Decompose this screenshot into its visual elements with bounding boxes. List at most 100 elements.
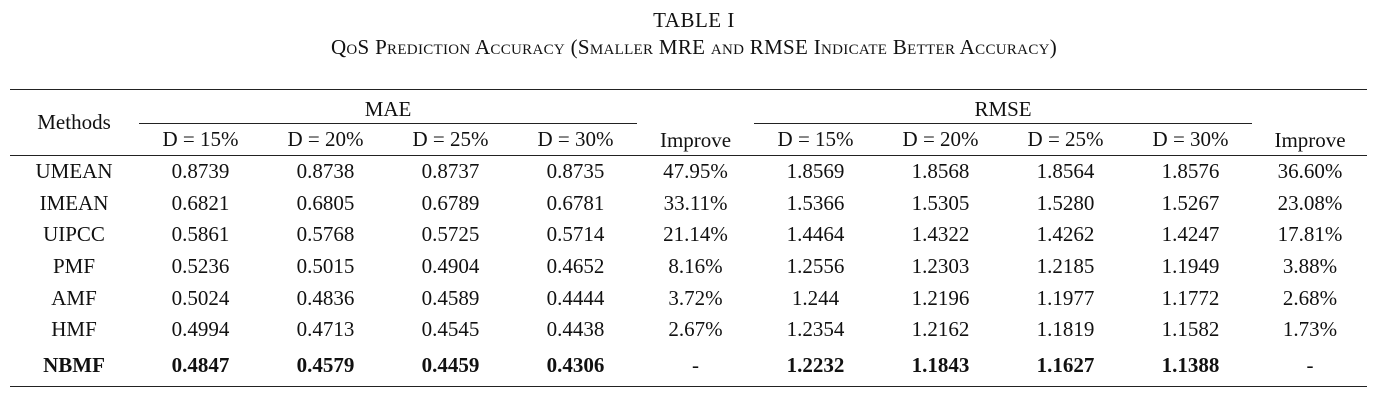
mae-value-cell: 0.8739: [171, 159, 230, 184]
mae-improve-cell: 8.16%: [668, 254, 723, 279]
rmse-value-cell: 1.2185: [1036, 254, 1095, 279]
table-row: IMEAN 0.6821 0.6805 0.6789 0.6781 33.11% 1.536…: [10, 188, 1367, 220]
rmse-value-cell: 1.244: [791, 285, 840, 310]
mae-value-cell: 0.5024: [171, 285, 230, 310]
rmse-value-cell: 1.1843: [911, 353, 970, 378]
rmse-improve-cell: 2.68%: [1282, 285, 1338, 310]
mae-value-cell: 0.8735: [546, 159, 605, 184]
rmse-density-header: D = 15%: [777, 127, 854, 151]
mae-group-header: MAE: [138, 89, 639, 124]
mae-value-cell: 0.4847: [171, 353, 230, 378]
mae-value-cell: 0.4652: [546, 254, 605, 279]
rmse-value-cell: 1.4322: [911, 222, 970, 247]
header-row-groups: Methods MAE Improve RMSE Improve: [10, 89, 1368, 152]
table-row: AMF 0.5024 0.4836 0.4589 0.4444 3.72% 1.244 1.2…: [10, 282, 1367, 314]
mae-value-cell: 0.5725: [421, 222, 480, 247]
mae-value-cell: 0.4836: [296, 285, 355, 310]
method-cell: HMF: [51, 317, 97, 342]
mae-value-cell: 0.6805: [296, 190, 355, 215]
mae-value-cell: 0.4545: [421, 317, 480, 342]
mae-value-cell: 0.4994: [171, 317, 230, 342]
table-body: UMEAN 0.8739 0.8738 0.8737 0.8735 47.95% 1.856…: [10, 156, 1368, 387]
rmse-improve-cell: 23.08%: [1277, 190, 1343, 215]
rmse-density-header: D = 20%: [902, 127, 979, 151]
rmse-value-cell: 1.5267: [1161, 190, 1220, 215]
table-row: HMF 0.4994 0.4713 0.4545 0.4438 2.67% 1.2354 1.…: [10, 314, 1367, 346]
mae-value-cell: 0.6781: [546, 190, 605, 215]
rmse-value-cell: 1.4464: [786, 222, 845, 247]
rmse-value-cell: 1.1819: [1036, 317, 1095, 342]
table-row: PMF 0.5236 0.5015 0.4904 0.4652 8.16% 1.2556 1.…: [10, 251, 1367, 283]
rmse-improve-cell: 1.73%: [1282, 317, 1338, 342]
method-cell: PMF: [52, 254, 96, 279]
mae-value-cell: 0.4713: [296, 317, 355, 342]
table-row: UMEAN 0.8739 0.8738 0.8737 0.8735 47.95% 1.856…: [10, 156, 1367, 188]
mae-density-header: D = 20%: [287, 127, 364, 151]
rmse-value-cell: 1.1977: [1036, 285, 1095, 310]
mae-improve-cell: -: [692, 353, 700, 378]
rmse-improve-cell: 36.60%: [1277, 159, 1343, 184]
rmse-value-cell: 1.2232: [786, 353, 845, 378]
mae-density-header: D = 30%: [537, 127, 614, 151]
rmse-improve-cell: 17.81%: [1277, 222, 1343, 247]
table-caption: TABLE I QoS Prediction Accuracy (Smaller…: [0, 6, 1388, 60]
rmse-value-cell: 1.4262: [1036, 222, 1095, 247]
method-cell: IMEAN: [39, 190, 109, 215]
mae-value-cell: 0.5015: [296, 254, 355, 279]
mae-density-header: D = 25%: [412, 127, 489, 151]
mae-density-header: D = 15%: [162, 127, 239, 151]
rmse-value-cell: 1.5366: [786, 190, 845, 215]
mae-value-cell: 0.5236: [171, 254, 230, 279]
rmse-value-cell: 1.2303: [911, 254, 970, 279]
mae-header-label: MAE: [364, 97, 412, 121]
rmse-density-header: D = 25%: [1027, 127, 1104, 151]
mae-improve-cell: 47.95%: [663, 159, 728, 184]
table-title: QoS Prediction Accuracy (Smaller MRE and…: [330, 35, 1058, 59]
rmse-group-header: RMSE: [753, 89, 1254, 124]
mae-value-cell: 0.4904: [421, 254, 480, 279]
mae-value-cell: 0.6821: [171, 190, 230, 215]
mae-value-cell: 0.4306: [546, 353, 605, 378]
table-row: NBMF 0.4847 0.4579 0.4459 0.4306 - 1.2232 1.184…: [10, 346, 1368, 387]
rmse-value-cell: 1.8568: [911, 159, 970, 184]
mae-value-cell: 0.5714: [546, 222, 605, 247]
rmse-value-cell: 1.2162: [911, 317, 970, 342]
method-cell: UIPCC: [43, 222, 105, 247]
mae-value-cell: 0.8737: [421, 159, 480, 184]
mae-value-cell: 0.4589: [421, 285, 480, 310]
mae-value-cell: 0.4579: [296, 353, 355, 378]
mae-value-cell: 0.4438: [546, 317, 605, 342]
method-cell: NBMF: [43, 353, 105, 378]
mae-value-cell: 0.5768: [296, 222, 355, 247]
rmse-value-cell: 1.8564: [1036, 159, 1095, 184]
rmse-value-cell: 1.8569: [786, 159, 845, 184]
table-label: TABLE I: [653, 8, 735, 32]
table-row: UIPCC 0.5861 0.5768 0.5725 0.5714 21.14% 1.446…: [10, 219, 1367, 251]
mae-value-cell: 0.6789: [421, 190, 480, 215]
mae-value-cell: 0.5861: [171, 222, 230, 247]
mae-improve-cell: 3.72%: [668, 285, 723, 310]
rmse-value-cell: 1.1582: [1161, 317, 1220, 342]
mae-improve-cell: 2.67%: [668, 317, 723, 342]
header-row-densities: D = 15% D = 20% D = 25% D = 30% D = 15% …: [10, 124, 1368, 156]
rmse-header-label: RMSE: [974, 97, 1032, 121]
rmse-value-cell: 1.2354: [786, 317, 845, 342]
rmse-value-cell: 1.4247: [1161, 222, 1220, 247]
rmse-value-cell: 1.5280: [1036, 190, 1095, 215]
mae-value-cell: 0.4444: [546, 285, 605, 310]
rmse-improve-header: Improve: [1274, 128, 1346, 152]
mae-value-cell: 0.4459: [421, 353, 480, 378]
methods-header: Methods: [37, 110, 111, 134]
rmse-value-cell: 1.2556: [786, 254, 845, 279]
mae-value-cell: 0.8738: [296, 159, 355, 184]
rmse-improve-cell: 3.88%: [1282, 254, 1338, 279]
rmse-value-cell: 1.8576: [1161, 159, 1220, 184]
method-cell: UMEAN: [35, 159, 113, 184]
rmse-value-cell: 1.1949: [1161, 254, 1220, 279]
results-table: Methods MAE Improve RMSE Improve D = 15%…: [10, 89, 1368, 387]
rmse-value-cell: 1.5305: [911, 190, 970, 215]
rmse-value-cell: 1.1772: [1161, 285, 1220, 310]
mae-improve-cell: 33.11%: [663, 190, 728, 215]
rmse-improve-cell: -: [1306, 353, 1314, 378]
rmse-value-cell: 1.1627: [1036, 353, 1095, 378]
